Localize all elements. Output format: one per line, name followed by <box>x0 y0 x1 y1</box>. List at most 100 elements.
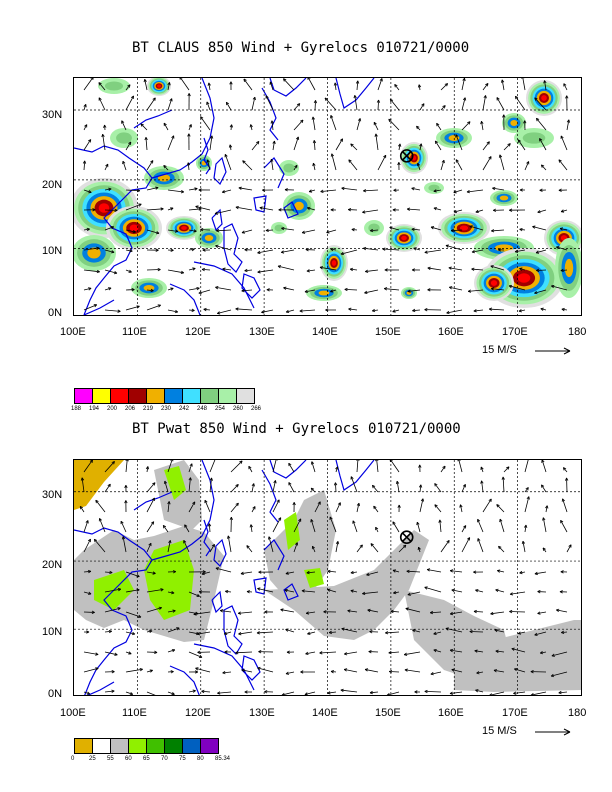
colorbar-swatch <box>201 739 218 753</box>
colorbar-swatch <box>93 739 111 753</box>
colorbar-tick-label: 0 <box>71 756 75 762</box>
colorbar-swatch <box>75 389 93 403</box>
panel2-title: BT Pwat 850 Wind + Gyrelocs 010721/0000 <box>132 421 461 437</box>
cloud-cluster <box>104 81 124 91</box>
colorbar-tick-label: 260 <box>233 406 244 412</box>
colorbar-tick-label: 219 <box>143 406 154 412</box>
lon-label-120e: 120E <box>185 707 211 719</box>
lon-label-110e: 110E <box>122 707 147 719</box>
lat-label-0n: 0N <box>48 307 63 319</box>
cloud-cluster <box>564 258 574 278</box>
colorbar-tick-label: 70 <box>161 756 168 762</box>
colorbar-tick-label: 25 <box>89 756 96 762</box>
lon-label-100e: 100E <box>60 707 86 719</box>
colorbar-tick-label: 55 <box>107 756 114 762</box>
lon-label-180: 180 <box>568 326 587 338</box>
pwat-colorbar <box>74 738 219 754</box>
ref-vector-arrow <box>535 347 571 355</box>
cloud-cluster <box>181 226 187 230</box>
lon-label-170e: 170E <box>502 707 528 719</box>
ref-vector-label: 15 M/S <box>482 725 517 737</box>
pwat-map[interactable] <box>73 459 582 696</box>
claus-map[interactable] <box>73 77 582 316</box>
lon-label-140e: 140E <box>312 326 338 338</box>
colorbar-tick-label: 60 <box>125 756 132 762</box>
lat-label-0n: 0N <box>48 688 63 700</box>
lon-label-180: 180 <box>568 707 587 719</box>
cloud-cluster <box>129 224 139 232</box>
panel1-title: BT CLAUS 850 Wind + Gyrelocs 010721/0000 <box>132 40 470 56</box>
colorbar-swatch <box>111 739 129 753</box>
colorbar-tick-label: 266 <box>251 406 262 412</box>
wind-vectors <box>82 78 571 315</box>
grid-lines <box>74 460 581 695</box>
colorbar-swatch <box>129 739 147 753</box>
cloud-cluster <box>98 203 110 213</box>
colorbar-swatch <box>147 389 165 403</box>
cloud-cluster <box>368 223 380 233</box>
lat-label-30n: 30N <box>42 489 63 501</box>
cloud-cluster <box>459 225 469 231</box>
cloud-cluster <box>87 247 101 259</box>
lat-label-10n: 10N <box>42 626 63 638</box>
cloud-cluster <box>283 163 295 173</box>
cloud-cluster <box>499 195 509 201</box>
circle-x-icon <box>399 530 414 545</box>
colorbar-swatch <box>129 389 147 403</box>
lon-label-160e: 160E <box>438 707 464 719</box>
cloud-cluster <box>331 260 337 266</box>
cloud-cluster <box>490 280 498 286</box>
lon-label-130e: 130E <box>249 707 275 719</box>
colorbar-swatch <box>147 739 165 753</box>
cloud-cluster <box>510 119 518 127</box>
cloud-cluster <box>428 184 440 192</box>
lon-label-120e: 120E <box>185 326 211 338</box>
wind-vectors <box>79 460 572 695</box>
colorbar-tick-label: 80 <box>197 756 204 762</box>
lon-label-140e: 140E <box>312 707 338 719</box>
colorbar-swatch <box>93 389 111 403</box>
colorbar-swatch <box>183 739 201 753</box>
cloud-cluster <box>204 234 214 242</box>
colorbar-tick-label: 248 <box>197 406 208 412</box>
ref-vector-label: 15 M/S <box>482 344 517 356</box>
cloud-cluster <box>116 132 132 144</box>
cloud-cluster <box>157 84 161 88</box>
lat-label-10n: 10N <box>42 245 63 257</box>
lat-label-20n: 20N <box>42 559 63 571</box>
lon-label-110e: 110E <box>122 326 147 338</box>
lon-label-100e: 100E <box>60 326 86 338</box>
cloud-cluster <box>541 95 547 101</box>
lat-label-20n: 20N <box>42 179 63 191</box>
colorbar-swatch <box>237 389 254 403</box>
colorbar-swatch <box>165 389 183 403</box>
lat-label-30n: 30N <box>42 109 63 121</box>
pwat-shading <box>74 460 581 692</box>
ref-vector-arrow <box>535 728 571 736</box>
colorbar-tick-label: 206 <box>125 406 136 412</box>
coastline <box>74 460 375 695</box>
circle-x-icon <box>399 149 414 163</box>
colorbar-swatch <box>201 389 219 403</box>
cloud-cluster <box>517 273 531 283</box>
colorbar-tick-label: 65 <box>143 756 150 762</box>
colorbar-tick-label: 230 <box>161 406 172 412</box>
cloud-cluster <box>401 235 407 241</box>
lon-label-150e: 150E <box>375 326 401 338</box>
lon-label-130e: 130E <box>249 326 275 338</box>
lon-label-170e: 170E <box>502 326 528 338</box>
colorbar-tick-label: 194 <box>89 406 100 412</box>
pwat-map-graphics <box>74 460 581 695</box>
grid-lines <box>74 78 581 315</box>
colorbar-tick-label: 75 <box>179 756 186 762</box>
cloud-cluster <box>318 290 330 296</box>
colorbar-tick-label: 200 <box>107 406 118 412</box>
colorbar-swatch <box>165 739 183 753</box>
coastline <box>74 78 375 315</box>
colorbar-swatch <box>75 739 93 753</box>
colorbar-swatch <box>111 389 129 403</box>
colorbar-swatch <box>183 389 201 403</box>
cloud-cluster <box>274 224 284 232</box>
colorbar-tick-label: 254 <box>215 406 226 412</box>
lon-label-160e: 160E <box>438 326 464 338</box>
